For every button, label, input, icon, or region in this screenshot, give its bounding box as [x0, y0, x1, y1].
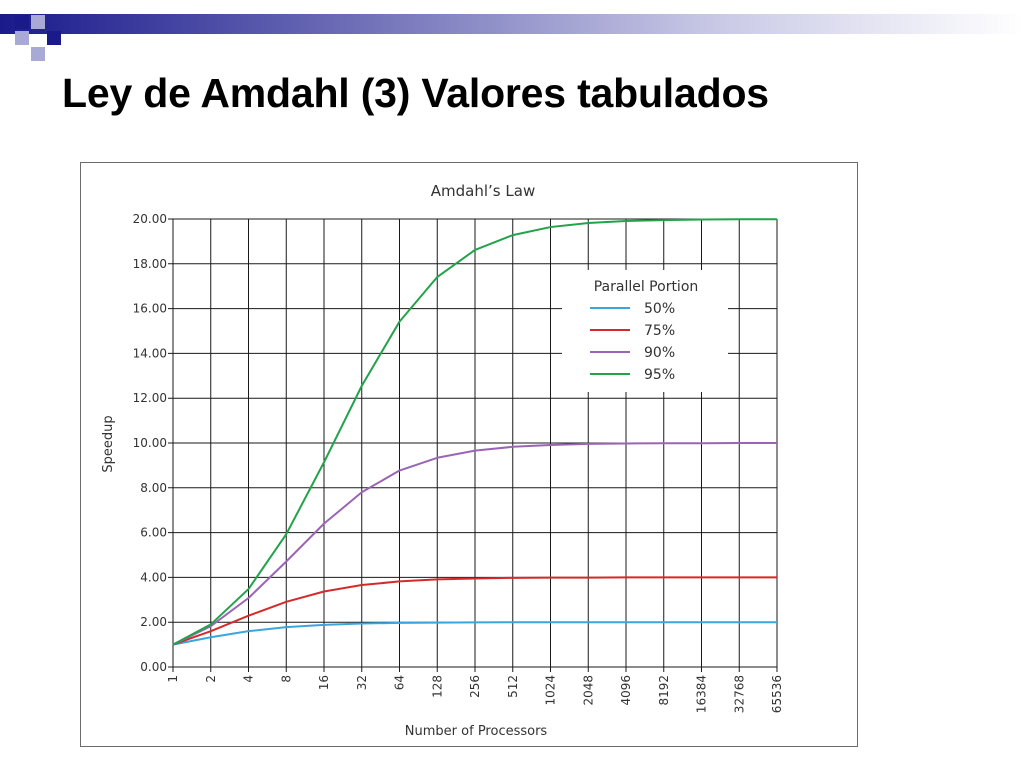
x-tick-label: 16	[317, 675, 331, 690]
x-tick-label: 32	[355, 675, 369, 690]
decor-square-dark-1	[15, 15, 29, 29]
y-tick-label: 16.00	[133, 302, 167, 316]
amdahl-chart: Amdahl’s Law Number of Processors Speedu…	[101, 182, 784, 739]
series-line-50pct	[172, 621, 777, 646]
x-tick-label: 1024	[544, 675, 558, 706]
x-tick-label: 256	[468, 675, 482, 698]
decor-square-dark-2	[47, 31, 61, 45]
y-tick-label: 14.00	[133, 346, 167, 360]
series-line-75pct	[172, 576, 777, 646]
y-tick-label: 8.00	[140, 481, 167, 495]
x-tick-label: 4	[242, 675, 256, 683]
x-tick-label: 128	[430, 675, 444, 698]
x-tick-label: 512	[506, 675, 520, 698]
y-tick-label: 20.00	[133, 212, 167, 226]
x-tick-label: 64	[393, 675, 407, 690]
series-line-95pct	[172, 218, 777, 646]
y-tick-label: 0.00	[140, 660, 167, 674]
x-tick-label: 4096	[619, 675, 633, 706]
x-tick-label: 65536	[770, 675, 784, 713]
decor-square-light-2	[15, 31, 29, 45]
x-tick-label: 2048	[581, 675, 595, 706]
y-tick-label: 18.00	[133, 257, 167, 271]
legend-box	[562, 270, 728, 392]
legend-entry-label: 90%	[644, 345, 675, 361]
y-tick-label: 12.00	[133, 391, 167, 405]
legend-entry-label: 95%	[644, 367, 675, 383]
x-tick-label: 1	[166, 675, 180, 683]
legend-title: Parallel Portion	[594, 279, 699, 295]
decor-square-light-1	[31, 15, 45, 29]
chart-frame: Amdahl’s Law Number of Processors Speedu…	[80, 162, 858, 747]
legend-entry-label: 50%	[644, 301, 675, 317]
x-tick-label: 8192	[657, 675, 671, 706]
series-line-90pct	[172, 442, 777, 646]
y-tick-label: 4.00	[140, 570, 167, 584]
legend-entry-label: 75%	[644, 323, 675, 339]
y-tick-label: 6.00	[140, 526, 167, 540]
y-axis-label: Speedup	[101, 415, 116, 472]
x-tick-label: 2	[204, 675, 218, 683]
slide-title: Ley de Amdahl (3) Valores tabulados	[62, 70, 769, 116]
chart-title: Amdahl’s Law	[431, 182, 535, 200]
x-tick-label: 8	[279, 675, 293, 683]
header-gradient-bar	[0, 14, 1024, 34]
y-tick-label: 2.00	[140, 615, 167, 629]
x-tick-label: 16384	[695, 675, 709, 713]
y-tick-label: 10.00	[133, 436, 167, 450]
x-tick-label: 32768	[732, 675, 746, 713]
x-axis-label: Number of Processors	[405, 724, 548, 739]
decor-square-light-3	[31, 47, 45, 61]
